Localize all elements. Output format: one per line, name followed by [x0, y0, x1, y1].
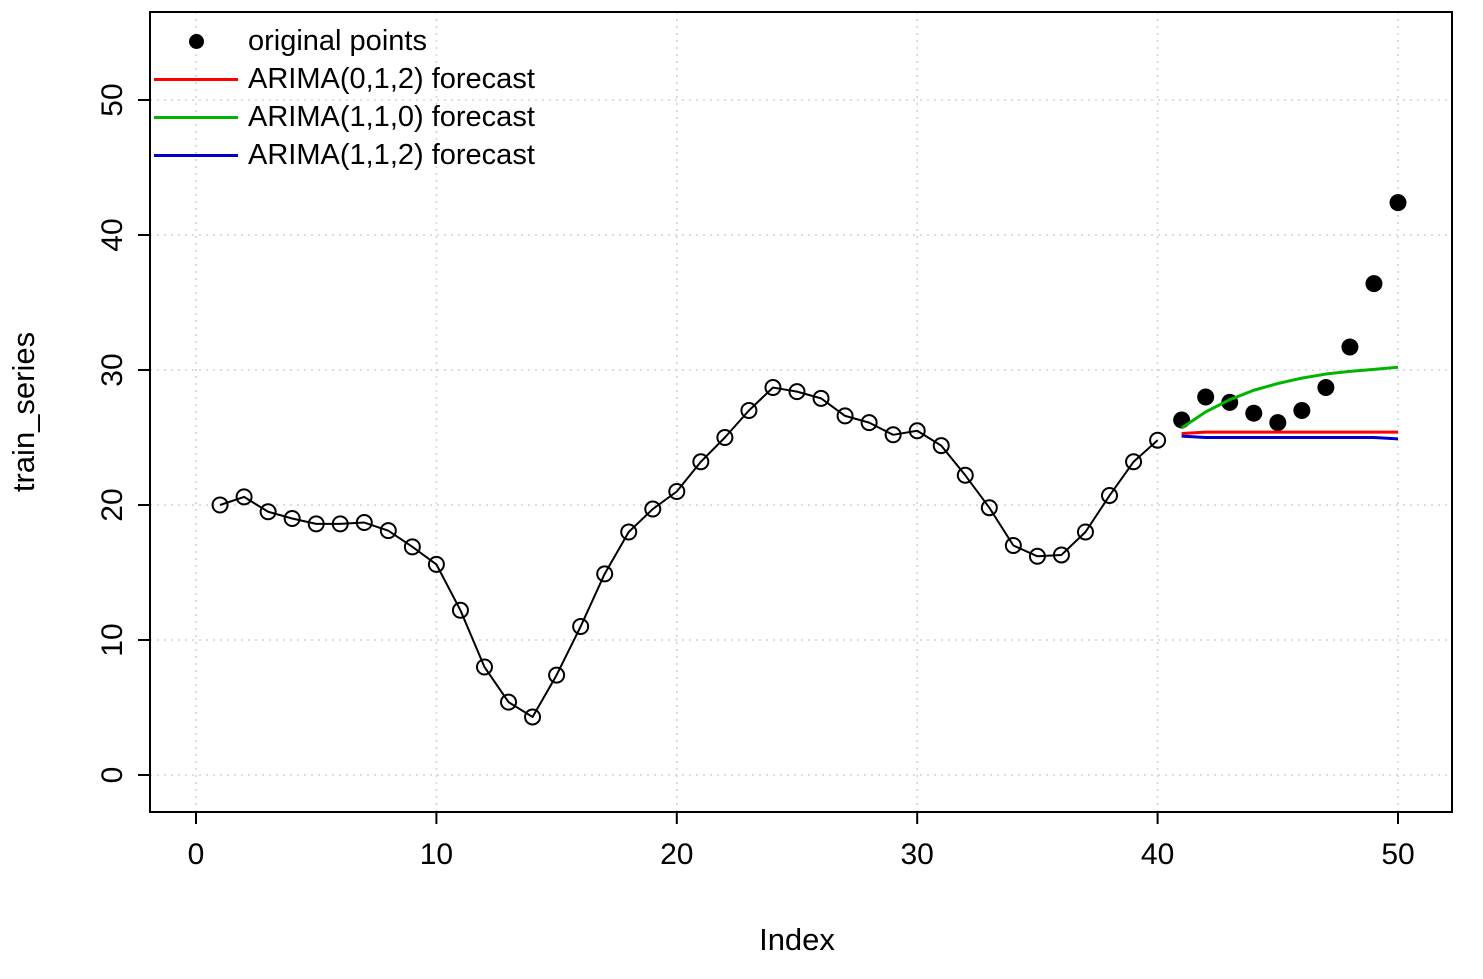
x-axis-label: Index — [759, 922, 835, 957]
y-axis-label: train_series — [6, 332, 41, 492]
legend-item-original-points: original points — [150, 22, 535, 60]
plot-border — [149, 11, 1453, 813]
y-tick-label: 50 — [96, 83, 129, 116]
series-4-arima-1-1-2-forecast — [1181, 434, 1399, 441]
y-tick-label: 10 — [96, 623, 129, 656]
legend-label: ARIMA(1,1,2) forecast — [248, 138, 535, 171]
x-tick-label: 10 — [420, 838, 453, 871]
legend-label: ARIMA(1,1,0) forecast — [248, 100, 535, 133]
x-tick-label: 30 — [901, 838, 934, 871]
series-1-original-points — [1173, 194, 1407, 432]
x-tick-label: 50 — [1381, 838, 1414, 871]
line-symbol — [154, 77, 238, 81]
line-symbol — [154, 115, 238, 119]
y-tick-label: 20 — [96, 488, 129, 521]
x-tick-label: 40 — [1141, 838, 1174, 871]
legend-label: original points — [248, 24, 427, 57]
y-axis: 0 10 20 30 40 50 — [96, 83, 150, 783]
legend-symbol-cell — [150, 115, 242, 119]
series-2-arima-0-1-2-forecast — [1181, 430, 1398, 435]
line-symbol — [154, 153, 238, 157]
legend-item-arima-112: ARIMA(1,1,2) forecast — [150, 136, 535, 174]
x-axis: 0 10 20 30 40 50 — [188, 812, 1415, 871]
series-0-train-series — [211, 379, 1167, 726]
legend-symbol-cell — [150, 33, 242, 49]
legend-symbol-cell — [150, 153, 242, 157]
legend-label: ARIMA(0,1,2) forecast — [248, 62, 535, 95]
y-tick-label: 0 — [96, 767, 129, 784]
x-tick-label: 0 — [188, 838, 205, 871]
point-symbol — [188, 33, 204, 49]
legend-symbol-cell — [150, 77, 242, 81]
legend: original points ARIMA(0,1,2) forecast AR… — [150, 22, 535, 174]
grid — [150, 12, 1452, 812]
y-tick-label: 30 — [96, 353, 129, 386]
y-tick-label: 40 — [96, 218, 129, 251]
x-tick-label: 20 — [660, 838, 693, 871]
legend-item-arima-110: ARIMA(1,1,0) forecast — [150, 98, 535, 136]
series-3-arima-1-1-0-forecast — [1180, 365, 1399, 430]
legend-item-arima-012: ARIMA(0,1,2) forecast — [150, 60, 535, 98]
